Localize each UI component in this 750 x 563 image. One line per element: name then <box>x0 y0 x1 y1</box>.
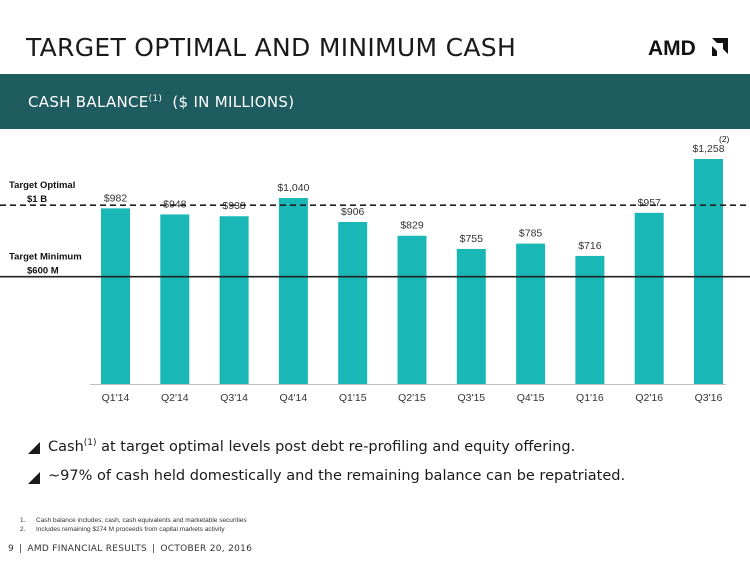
x-tick-label: Q1'14 <box>102 392 130 404</box>
x-tick-label: Q2'16 <box>635 392 663 404</box>
data-label: $716 <box>578 240 602 252</box>
reference-line-label: Target Minimum <box>9 252 82 263</box>
data-label: $1,258 <box>692 143 724 155</box>
bar <box>634 212 664 384</box>
data-label: $829 <box>400 220 424 232</box>
data-label: $982 <box>104 192 128 204</box>
page-number: 9 <box>8 544 15 554</box>
x-tick-label: Q1'16 <box>576 392 604 404</box>
banner-label: CASH BALANCE <box>28 93 149 111</box>
x-tick-label: Q3'14 <box>220 392 248 404</box>
bullet-text: Cash <box>48 438 84 455</box>
data-label: $957 <box>638 197 662 209</box>
page-title: TARGET OPTIMAL AND MINIMUM CASH <box>26 33 517 62</box>
section-banner: CASH BALANCE(1) ($ IN MILLIONS) <box>0 74 750 129</box>
amd-logo: AMD <box>648 37 728 58</box>
page-footer: 9 | AMD FINANCIAL RESULTS | OCTOBER 20, 2016 <box>8 544 253 554</box>
banner-unit: ($ IN MILLIONS) <box>172 93 295 111</box>
footnote: 2. Includes remaining $274 M proceeds fro… <box>20 526 225 533</box>
data-label: $755 <box>460 233 484 245</box>
bar <box>456 248 486 384</box>
bar <box>219 216 249 384</box>
bar <box>338 221 368 384</box>
bullet-text: ~97% of cash held domestically and the r… <box>48 468 626 484</box>
bullet-text-cont: at target optimal levels post debt re-pr… <box>96 438 576 455</box>
data-label: $1,040 <box>277 182 309 194</box>
data-label: $938 <box>222 200 246 212</box>
banner-title: CASH BALANCE(1) ($ IN MILLIONS) <box>28 93 294 111</box>
cash-balance-chart: $982Q1'14$948Q2'14$938Q3'14$1,040Q4'14$9… <box>0 134 750 404</box>
bar-footnote-marker: (2) <box>719 134 730 144</box>
bar <box>101 208 130 384</box>
triangle-bullet-icon <box>28 472 40 484</box>
bullet-superscript: (1) <box>83 438 97 448</box>
footer-text: AMD FINANCIAL RESULTS <box>27 544 148 554</box>
reference-line-value: $600 M <box>27 266 59 277</box>
bar <box>397 235 427 384</box>
data-label: $906 <box>341 206 365 218</box>
bar <box>575 255 605 384</box>
data-label: $785 <box>519 228 543 240</box>
reference-line-value: $1 B <box>27 194 47 205</box>
x-tick-label: Q2'14 <box>161 392 189 404</box>
footer-date: OCTOBER 20, 2016 <box>160 544 253 554</box>
footnote: 1. Cash balance includes: cash, cash equi… <box>20 517 247 524</box>
x-tick-label: Q2'15 <box>398 392 426 404</box>
x-tick-label: Q1'15 <box>339 392 367 404</box>
x-tick-label: Q3'16 <box>695 392 723 404</box>
x-tick-label: Q3'15 <box>457 392 485 404</box>
bar <box>694 159 723 384</box>
svg-text:AMD: AMD <box>648 37 696 58</box>
bar <box>278 197 308 384</box>
triangle-bullet-icon <box>28 442 40 454</box>
x-tick-label: Q4'15 <box>517 392 545 404</box>
x-tick-label: Q4'14 <box>280 392 308 404</box>
footnotes: 1. Cash balance includes: cash, cash equi… <box>20 517 247 535</box>
reference-line-label: Target Optimal <box>9 180 75 191</box>
bar <box>516 243 546 384</box>
banner-superscript: (1) <box>148 94 163 104</box>
bar <box>160 214 190 384</box>
